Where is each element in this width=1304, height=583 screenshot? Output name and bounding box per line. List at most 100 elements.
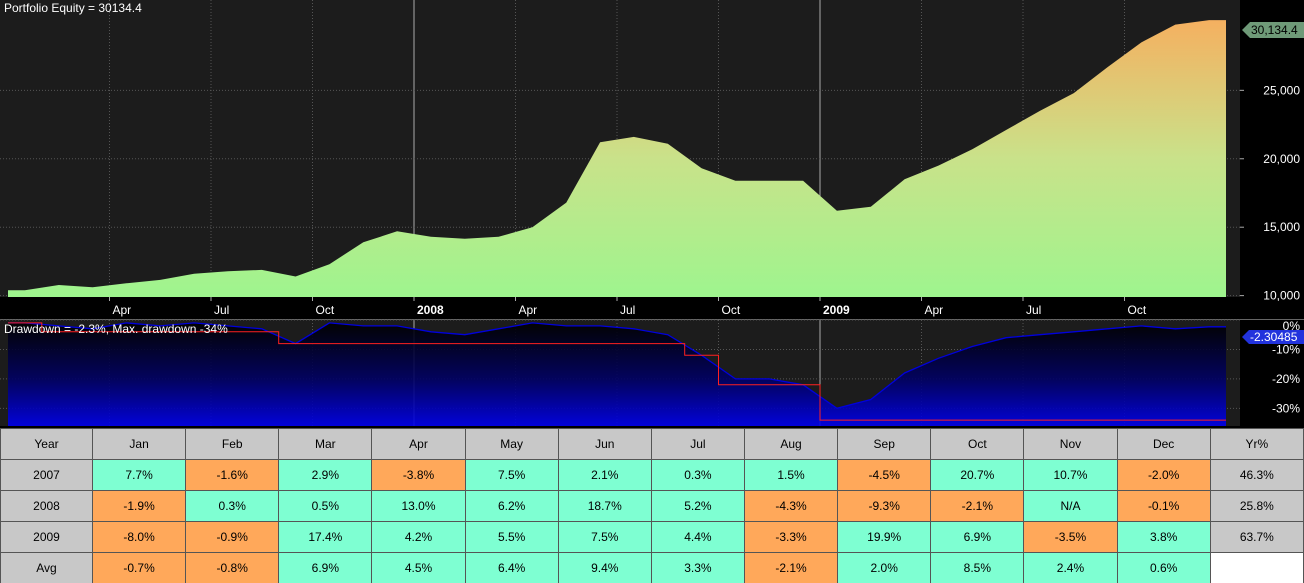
x-tick-label: Oct	[722, 303, 741, 317]
x-tick-label: Apr	[113, 303, 132, 317]
y-tick-label: 0%	[1283, 319, 1301, 333]
x-tick-label: Jul	[1026, 303, 1041, 317]
month-return-cell: -0.7%	[91, 552, 187, 583]
month-return-cell: -3.3%	[743, 521, 839, 553]
equity-area	[8, 20, 1226, 297]
drawdown-current-value: -2.30485	[1250, 330, 1298, 344]
drawdown-area	[8, 322, 1226, 426]
equity-x-ticks: Apr Jul Oct 2008 Apr Jul Oct 2009 Apr Jul Oct	[109, 297, 1147, 317]
column-header: Oct	[930, 428, 1025, 460]
y-tick-label: 20,000	[1263, 152, 1300, 166]
month-return-cell: -1.6%	[185, 459, 280, 491]
y-tick-label: 15,000	[1263, 220, 1300, 234]
equity-drawdown-chart: Apr Jul Oct 2008 Apr Jul Oct 2009 Apr Jul Oct 10,0…	[0, 0, 1304, 427]
month-return-cell: 9.4%	[557, 552, 652, 583]
month-return-cell: 7.7%	[91, 459, 187, 491]
month-return-cell: 6.2%	[464, 490, 559, 522]
column-header: Sep	[837, 428, 932, 460]
month-return-cell: -2.0%	[1116, 459, 1211, 491]
month-return-cell: N/A	[1023, 490, 1118, 522]
monthly-returns-table: Year Jan Feb Mar Apr May Jun Jul Aug Sep Oct Nov Dec…	[0, 428, 1304, 583]
month-return-cell: -2.1%	[743, 552, 839, 583]
month-return-cell: 5.5%	[464, 521, 559, 553]
month-return-cell: 13.0%	[371, 490, 466, 522]
month-return-cell: -3.8%	[371, 459, 466, 491]
month-return-cell: 2.1%	[557, 459, 652, 491]
column-header: Year	[0, 428, 93, 460]
month-return-cell: 5.2%	[650, 490, 745, 522]
month-return-cell: 6.9%	[278, 552, 373, 583]
equity-title: Portfolio Equity = 30134.4	[4, 1, 142, 15]
month-return-cell: 3.3%	[650, 552, 745, 583]
x-tick-label: Apr	[519, 303, 538, 317]
month-return-cell: 2.4%	[1023, 552, 1118, 583]
y-tick-label: 10,000	[1263, 289, 1300, 303]
month-return-cell: -0.1%	[1116, 490, 1211, 522]
month-return-cell: 1.5%	[743, 459, 839, 491]
row-label: Avg	[0, 552, 93, 583]
month-return-cell: 7.5%	[557, 521, 652, 553]
month-return-cell: 0.5%	[278, 490, 373, 522]
month-return-cell: 10.7%	[1023, 459, 1118, 491]
month-return-cell: 20.7%	[930, 459, 1025, 491]
month-return-cell: -0.9%	[185, 521, 280, 553]
column-header: Nov	[1023, 428, 1118, 460]
column-header: Jun	[557, 428, 652, 460]
x-tick-label: 2008	[417, 303, 444, 317]
month-return-cell: 7.5%	[464, 459, 559, 491]
equity-y-ticks: 10,000 15,000 20,000 25,000	[1240, 83, 1300, 303]
column-header: Feb	[185, 428, 280, 460]
table-header-row: Year Jan Feb Mar Apr May Jun Jul Aug Sep Oct Nov Dec…	[0, 428, 1304, 460]
year-return-cell: 46.3%	[1209, 459, 1304, 491]
row-label: 2008	[0, 490, 93, 522]
x-tick-label: Jul	[620, 303, 635, 317]
table-row: Avg -0.7% -0.8% 6.9% 4.5% 6.4% 9.4% 3.3% -2.1% 2.…	[0, 552, 1304, 583]
year-return-cell: 25.8%	[1209, 490, 1304, 522]
month-return-cell: 0.3%	[650, 459, 745, 491]
x-tick-label: Oct	[316, 303, 335, 317]
y-tick-label: -10%	[1272, 342, 1300, 356]
month-return-cell: -4.5%	[837, 459, 932, 491]
column-header: Aug	[743, 428, 839, 460]
table-row: 2009 -8.0% -0.9% 17.4% 4.2% 5.5% 7.5% 4.4% -3.3%…	[0, 521, 1304, 553]
x-tick-label: 2009	[823, 303, 850, 317]
equity-current-value: 30,134.4	[1251, 23, 1298, 37]
x-tick-label: Apr	[925, 303, 944, 317]
month-return-cell: 2.0%	[837, 552, 932, 583]
y-tick-label: 25,000	[1263, 83, 1300, 97]
month-return-cell: 19.9%	[837, 521, 932, 553]
row-label: 2009	[0, 521, 93, 553]
month-return-cell: 6.4%	[464, 552, 559, 583]
year-return-cell	[1209, 552, 1304, 583]
month-return-cell: 0.6%	[1116, 552, 1211, 583]
column-header: Yr%	[1209, 428, 1304, 460]
month-return-cell: -0.8%	[185, 552, 280, 583]
table-row: 2008 -1.9% 0.3% 0.5% 13.0% 6.2% 18.7% 5.2% -4.3%…	[0, 490, 1304, 522]
drawdown-line	[8, 322, 1226, 410]
month-return-cell: 6.9%	[930, 521, 1025, 553]
drawdown-y-ticks: 0% -10% -20% -30%	[1272, 319, 1300, 415]
month-return-cell: 4.2%	[371, 521, 466, 553]
month-return-cell: 4.4%	[650, 521, 745, 553]
y-tick-label: -20%	[1272, 372, 1300, 386]
month-return-cell: -8.0%	[91, 521, 187, 553]
y-tick-label: -30%	[1272, 401, 1300, 415]
column-header: Jan	[91, 428, 187, 460]
row-label: 2007	[0, 459, 93, 491]
month-return-cell: -2.1%	[930, 490, 1025, 522]
table-body: 2007 7.7% -1.6% 2.9% -3.8% 7.5% 2.1% 0.3% 1.5% -4…	[0, 459, 1304, 583]
table-row: 2007 7.7% -1.6% 2.9% -3.8% 7.5% 2.1% 0.3% 1.5% -4…	[0, 459, 1304, 491]
column-header: Mar	[278, 428, 373, 460]
month-return-cell: 17.4%	[278, 521, 373, 553]
month-return-cell: 0.3%	[185, 490, 280, 522]
month-return-cell: -9.3%	[837, 490, 932, 522]
month-return-cell: -4.3%	[743, 490, 839, 522]
x-tick-label: Oct	[1128, 303, 1147, 317]
max-drawdown-line	[8, 322, 1226, 421]
month-return-cell: 2.9%	[278, 459, 373, 491]
column-header: Apr	[371, 428, 466, 460]
month-return-cell: 8.5%	[930, 552, 1025, 583]
drawdown-title: Drawdown = -2.3%, Max. drawdown -34%	[4, 322, 228, 336]
column-header: Jul	[650, 428, 745, 460]
equity-current-marker: 30,134.4	[1242, 22, 1304, 38]
